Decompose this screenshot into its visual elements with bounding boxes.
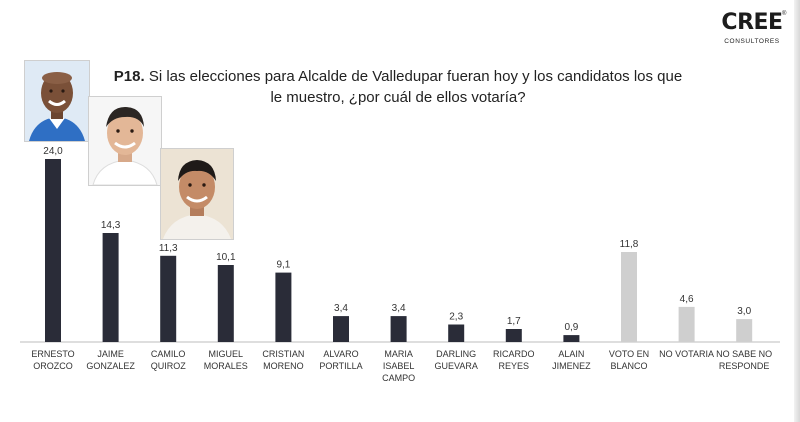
value-label-9: 0,9 [564,322,578,333]
value-label-10: 11,8 [620,239,639,250]
question-code: P18. [113,68,145,85]
photo-camilo-quiroz [160,148,234,240]
bar-3 [217,265,234,342]
bar-9 [563,335,580,342]
category-label-3: MIGUEL MORALES [203,349,248,371]
category-label-9: ALAIN JIMENEZ [552,349,591,371]
candidate-photo-icon [89,97,161,185]
brand-registered-mark: ® [782,11,787,17]
category-label-11: NO VOTARIA [659,349,715,359]
bar-series [45,159,753,342]
brand-logo: CREE ® CONSULTORES [716,10,788,52]
category-label-10: VOTO EN BLANCO [608,349,650,371]
candidate-photo-icon [161,149,233,239]
category-label-5: ALVARO PORTILLA [319,349,363,371]
photo-jaime-gonzalez [88,96,162,186]
value-label-5: 3,4 [334,303,348,314]
category-label-6: MARIA ISABEL CAMPO [382,349,416,383]
candidate-photo-icon [25,61,89,141]
bar-7 [448,324,465,342]
category-label-12: NO SABE NO RESPONDE [716,349,773,371]
bar-11 [678,306,695,342]
category-label-2: CAMILO QUIROZ [150,349,186,371]
category-label-0: ERNESTO OROZCO [31,349,75,371]
bar-8 [505,329,522,342]
value-label-0: 24,0 [43,146,63,157]
value-label-1: 14,3 [101,220,121,231]
category-label-7: DARLING GUEVARA [434,349,478,371]
question-text: P18. Si las elecciones para Alcalde de V… [108,66,688,108]
bar-0 [45,159,61,342]
page-edge-shadow [794,0,800,422]
value-label-12: 3,0 [737,306,751,317]
value-label-8: 1,7 [507,316,521,327]
value-label-7: 2,3 [449,312,463,323]
bar-12 [736,319,753,342]
bar-10 [621,252,637,342]
bar-1 [102,233,119,342]
value-label-6: 3,4 [392,303,406,314]
category-label-8: RICARDO REYES [493,349,535,371]
bar-5 [333,316,349,342]
bar-6 [390,316,407,342]
value-label-11: 4,6 [680,294,694,305]
question-body: Si las elecciones para Alcalde de Valled… [148,68,683,106]
bar-2 [160,255,177,342]
value-label-4: 9,1 [276,260,290,271]
value-label-2: 11,3 [159,243,178,254]
bar-4 [275,272,292,342]
brand-tagline: CONSULTORES [724,38,780,45]
brand-name: CREE [721,10,783,35]
value-label-3: 10,1 [216,252,236,263]
category-label-1: JAIME GONZALEZ [86,349,135,371]
category-label-4: CRISTIAN MORENO [262,349,305,371]
value-labels: 24,0 14,3 11,3 10,1 9,1 3,4 3,4 2,3 1,7 0,9 11,8 4,… [43,146,751,333]
